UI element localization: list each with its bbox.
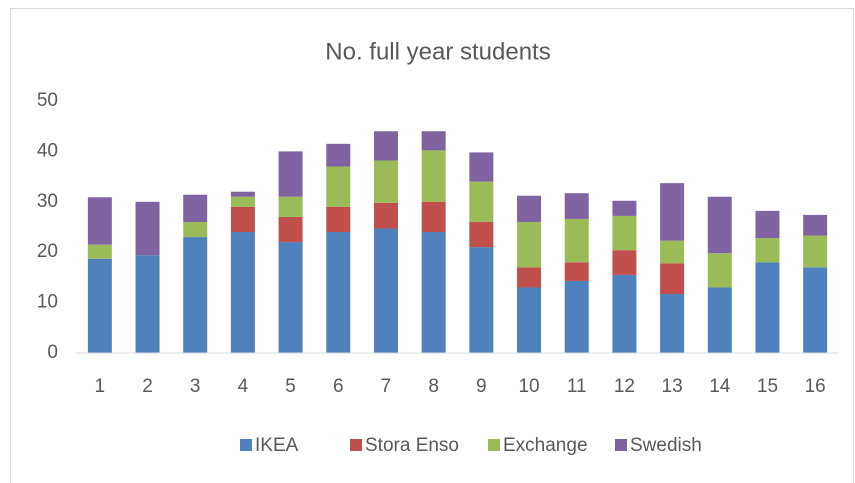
bar-segment [373, 131, 398, 161]
y-tick-label: 50 [37, 90, 58, 111]
y-tick-label: 30 [37, 191, 58, 212]
bar-segment [421, 201, 446, 233]
legend-swatch [240, 439, 252, 451]
bar-segment [373, 202, 398, 229]
y-tick-label: 0 [47, 342, 58, 363]
bar-segment [278, 151, 303, 197]
legend-label: IKEA [255, 435, 299, 456]
bar-segment [517, 221, 542, 268]
y-tick-label: 40 [37, 140, 58, 161]
bar-segment [421, 131, 446, 151]
bar-segment [87, 244, 112, 259]
x-tick-label: 4 [238, 376, 249, 397]
legend-label: Swedish [630, 435, 702, 456]
bar-segment [326, 206, 351, 233]
x-tick-label: 3 [190, 376, 201, 397]
bar-segment [707, 196, 732, 254]
bar-segment [803, 235, 828, 268]
x-tick-label: 12 [614, 376, 635, 397]
bar-segment [326, 166, 351, 207]
x-tick-label: 5 [285, 376, 296, 397]
bar-segment [660, 240, 685, 264]
bar-segment [230, 206, 255, 233]
bar-segment [612, 250, 637, 275]
bar-segment [421, 150, 446, 202]
bar-segment [183, 221, 208, 238]
bar-segment [469, 181, 494, 222]
bar-segment [755, 262, 780, 353]
bar-segment [421, 232, 446, 353]
bar-segment [278, 216, 303, 243]
bar-segment [87, 197, 112, 245]
y-tick-label: 20 [37, 241, 58, 262]
bar-segment [135, 255, 160, 353]
bar-segment [87, 258, 112, 353]
bar-segment [517, 287, 542, 353]
bar-segment [326, 143, 351, 167]
x-tick-label: 11 [567, 376, 587, 397]
x-tick-label: 10 [518, 376, 539, 397]
bar-segment [183, 237, 208, 353]
y-tick-label: 10 [37, 292, 58, 313]
bar-segment [803, 214, 828, 236]
bar-segment [326, 232, 351, 353]
bar-segment [517, 267, 542, 288]
bar-segment [660, 263, 685, 295]
bar-segment [183, 194, 208, 222]
bar-segment [469, 152, 494, 182]
legend-label: Stora Enso [365, 435, 459, 456]
bar-segment [230, 232, 255, 353]
bar-segment [564, 193, 589, 219]
chart-title: No. full year students [325, 38, 550, 65]
bar-segment [564, 280, 589, 353]
legend-swatch [615, 439, 627, 451]
x-tick-label: 6 [333, 376, 344, 397]
bar-segment [755, 210, 780, 239]
bar-segment [755, 238, 780, 263]
x-tick-label: 14 [709, 376, 731, 397]
bar-segment [564, 218, 589, 263]
bar-segment [517, 195, 542, 222]
x-tick-label: 1 [95, 376, 106, 397]
legend-swatch [350, 439, 362, 451]
bar-segment [660, 294, 685, 353]
bar-segment [373, 228, 398, 353]
bar-segment [564, 262, 589, 281]
bar-segment [612, 274, 637, 353]
bar-segment [660, 183, 685, 241]
x-tick-label: 16 [805, 376, 826, 397]
x-tick-label: 8 [428, 376, 439, 397]
bar-segment [469, 221, 494, 248]
bar-segment [707, 287, 732, 353]
bar-segment [612, 200, 637, 216]
bar-segment [135, 201, 160, 256]
bar-segment [373, 160, 398, 203]
legend-label: Exchange [503, 435, 588, 456]
bar-segment [230, 191, 255, 197]
x-tick-label: 2 [142, 376, 153, 397]
bar-segment [278, 242, 303, 353]
bar-segment [707, 253, 732, 288]
x-tick-label: 7 [381, 376, 392, 397]
bar-segment [803, 267, 828, 353]
legend-swatch [488, 439, 500, 451]
bar-segment [230, 196, 255, 207]
x-tick-label: 13 [662, 376, 683, 397]
x-tick-label: 9 [476, 376, 487, 397]
bar-segment [469, 247, 494, 353]
x-tick-label: 15 [757, 376, 778, 397]
bar-segment [612, 215, 637, 251]
bar-segment [278, 196, 303, 217]
